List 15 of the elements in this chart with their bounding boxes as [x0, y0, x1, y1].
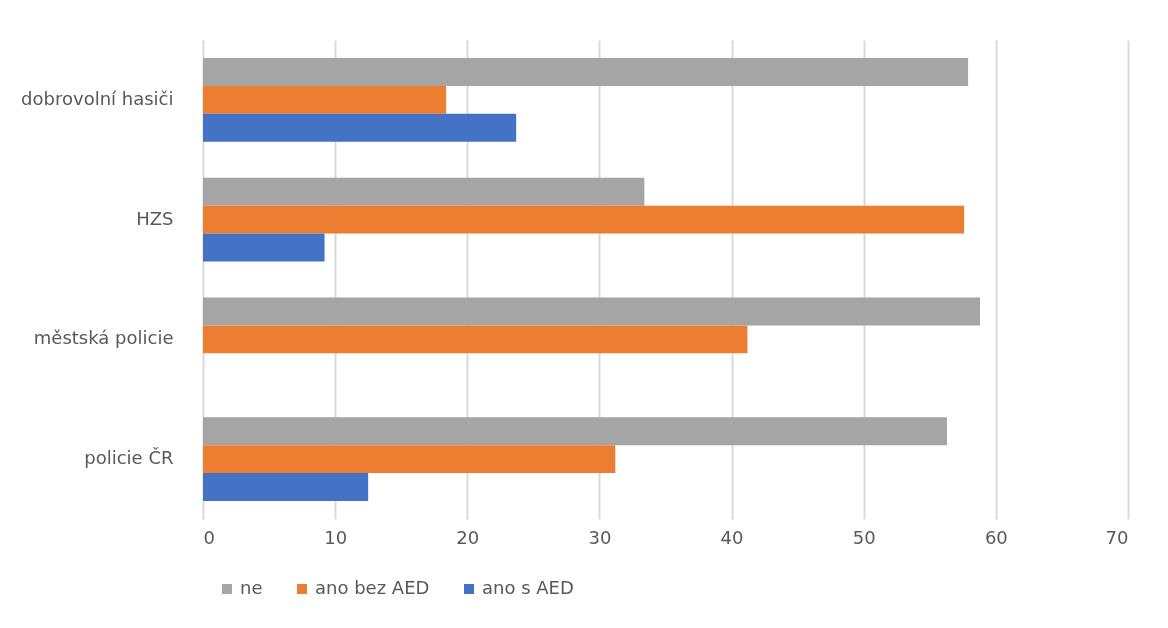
x-tick-label: 40: [720, 526, 744, 548]
x-tick-label: 10: [324, 526, 348, 548]
y-tick-label: policie ČR: [84, 447, 174, 469]
y-tick-label: městská policie: [33, 327, 174, 349]
x-tick-label: 0: [203, 526, 215, 548]
legend-label: ne: [240, 577, 263, 598]
x-tick-label: 20: [456, 526, 480, 548]
x-tick-label: 30: [588, 526, 612, 548]
y-tick-label: dobrovolní hasiči: [21, 87, 174, 109]
legend-label: ano s AED: [482, 577, 574, 598]
y-tick-label: HZS: [136, 207, 174, 229]
x-tick-label: 60: [984, 526, 1008, 548]
x-tick-label: 50: [852, 526, 876, 548]
x-tick-label: 70: [1105, 526, 1129, 548]
legend-label: ano bez AED: [315, 577, 430, 598]
